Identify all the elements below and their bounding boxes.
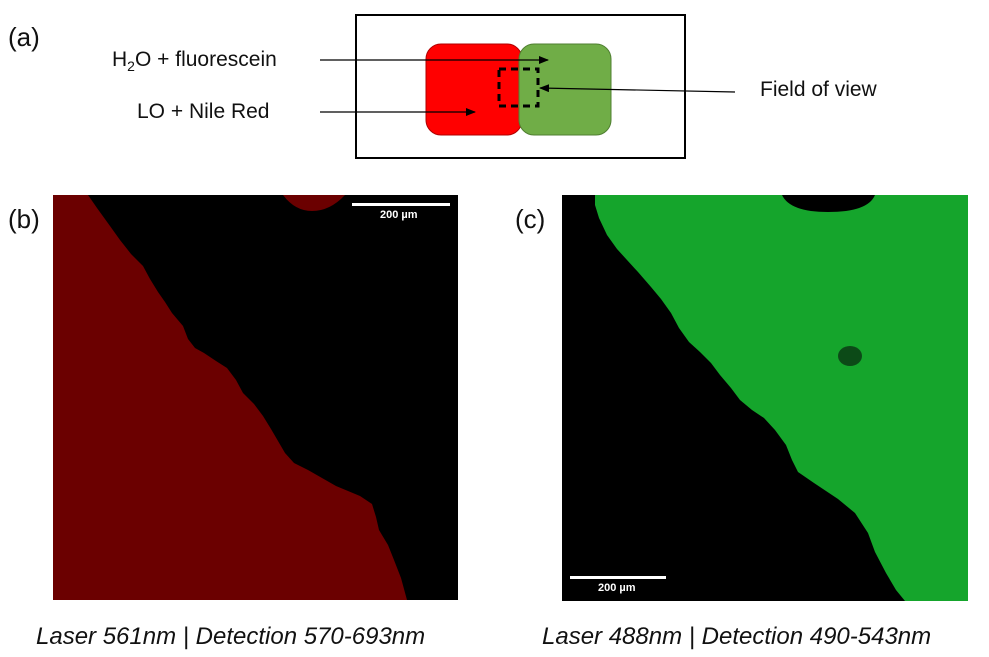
- scale-bar-label-b: 200 µm: [380, 209, 418, 221]
- microscope-image-c: [562, 195, 968, 601]
- oil-label: LO + Nile Red: [137, 100, 270, 123]
- fov-label: Field of view: [760, 78, 877, 101]
- dark-bubble-top: [782, 195, 875, 212]
- caption-c: Laser 488nm | Detection 490-543nm: [542, 623, 932, 650]
- panel-label-a: (a): [8, 22, 40, 52]
- red-signal-top-edge: [283, 195, 345, 211]
- water-label-suffix: O + fluorescein: [134, 48, 277, 71]
- field-of-view-box: [497, 67, 540, 108]
- dark-spot: [838, 346, 862, 366]
- scale-bar-label-c: 200 µm: [598, 582, 636, 594]
- panel-label-c: (c): [515, 204, 546, 234]
- microscope-image-b: [53, 195, 458, 600]
- caption-b: Laser 561nm | Detection 570-693nm: [36, 623, 426, 650]
- panel-label-b: (b): [8, 204, 40, 234]
- scale-bar-b: [352, 203, 450, 206]
- sample-frame: [355, 14, 686, 159]
- oil-drop: [425, 43, 523, 136]
- water-label: H2O + fluorescein: [112, 48, 277, 74]
- green-signal-region: [595, 195, 968, 601]
- water-label-subscript: 2: [127, 58, 135, 75]
- water-label-prefix: H: [112, 48, 128, 71]
- red-signal-region: [53, 195, 407, 600]
- scale-bar-c: [570, 576, 666, 579]
- fov-arrow: [539, 84, 736, 93]
